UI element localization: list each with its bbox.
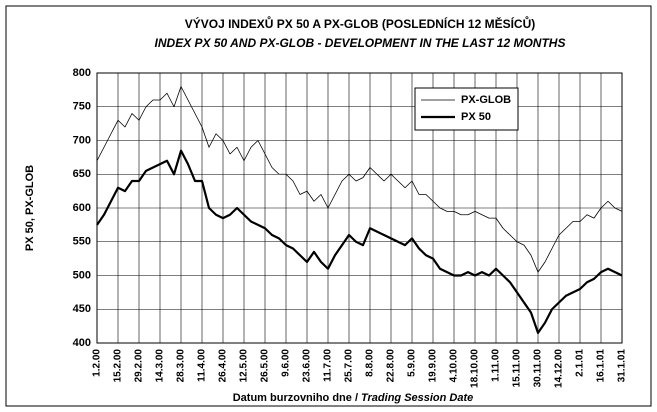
x-tick-label: 12.5.00 [239,349,250,383]
y-tick-label: 550 [73,236,91,248]
y-tick-label: 800 [73,67,91,79]
x-axis-label: Datum burzovniho dne / [233,392,358,404]
x-tick-label: 11.4.00 [197,349,208,382]
y-tick-label: 400 [73,337,91,349]
x-tick-label: 2.1.01 [575,349,586,377]
x-tick-label: 22.8.00 [386,349,397,383]
plot-area [96,72,623,344]
y-axis-label: PX 50, PX-GLOB [24,165,36,251]
x-tick-label: 28.3.00 [176,349,187,383]
x-tick-label: 29.2.00 [134,349,145,383]
y-tick-label: 750 [73,101,91,113]
x-tick-label: 30.11.00 [533,349,544,388]
legend-label: PX-GLOB [461,94,511,106]
legend-label: PX 50 [461,111,491,123]
y-tick-label: 450 [73,303,91,315]
x-tick-label: 5.9.00 [407,349,418,377]
frame [5,5,652,407]
x-tick-label: 1.2.00 [92,349,103,377]
x-tick-label: 1.11.00 [491,349,502,382]
x-tick-label: 19.9.00 [428,349,439,383]
x-tick-label: 8.8.00 [365,349,376,377]
x-tick-label: 18.10.00 [470,349,481,388]
chart-subtitle: INDEX PX 50 AND PX-GLOB - DEVELOPMENT IN… [155,36,566,50]
x-tick-label: 25.7.00 [344,349,355,383]
series-line [96,86,623,273]
legend-box [414,87,519,131]
y-tick-label: 600 [73,202,91,214]
x-tick-label: 4.10.00 [449,349,460,383]
x-tick-label: 14.12.00 [554,349,565,388]
y-tick-label: 650 [73,168,91,180]
x-tick-label: 26.5.00 [260,349,271,383]
y-tick-label: 700 [73,134,91,146]
x-axis-label-en: Trading Session Date [361,392,473,404]
x-tick-label: 31.1.01 [617,349,628,383]
x-tick-label: 26.4.00 [218,349,229,383]
series-line [96,149,623,334]
y-tick-label: 500 [73,269,91,281]
x-tick-label: 15.2.00 [113,349,124,383]
chart-title: VÝVOJ INDEXŮ PX 50 A PX-GLOB (POSLEDNÍCH… [185,15,536,31]
x-tick-label: 15.11.00 [512,349,523,388]
x-tick-label: 9.6.00 [281,349,292,377]
x-tick-label: 23.6.00 [302,349,313,383]
x-tick-label: 16.1.01 [596,349,607,383]
x-tick-label: 14.3.00 [155,349,166,383]
x-tick-label: 11.7.00 [323,349,334,382]
